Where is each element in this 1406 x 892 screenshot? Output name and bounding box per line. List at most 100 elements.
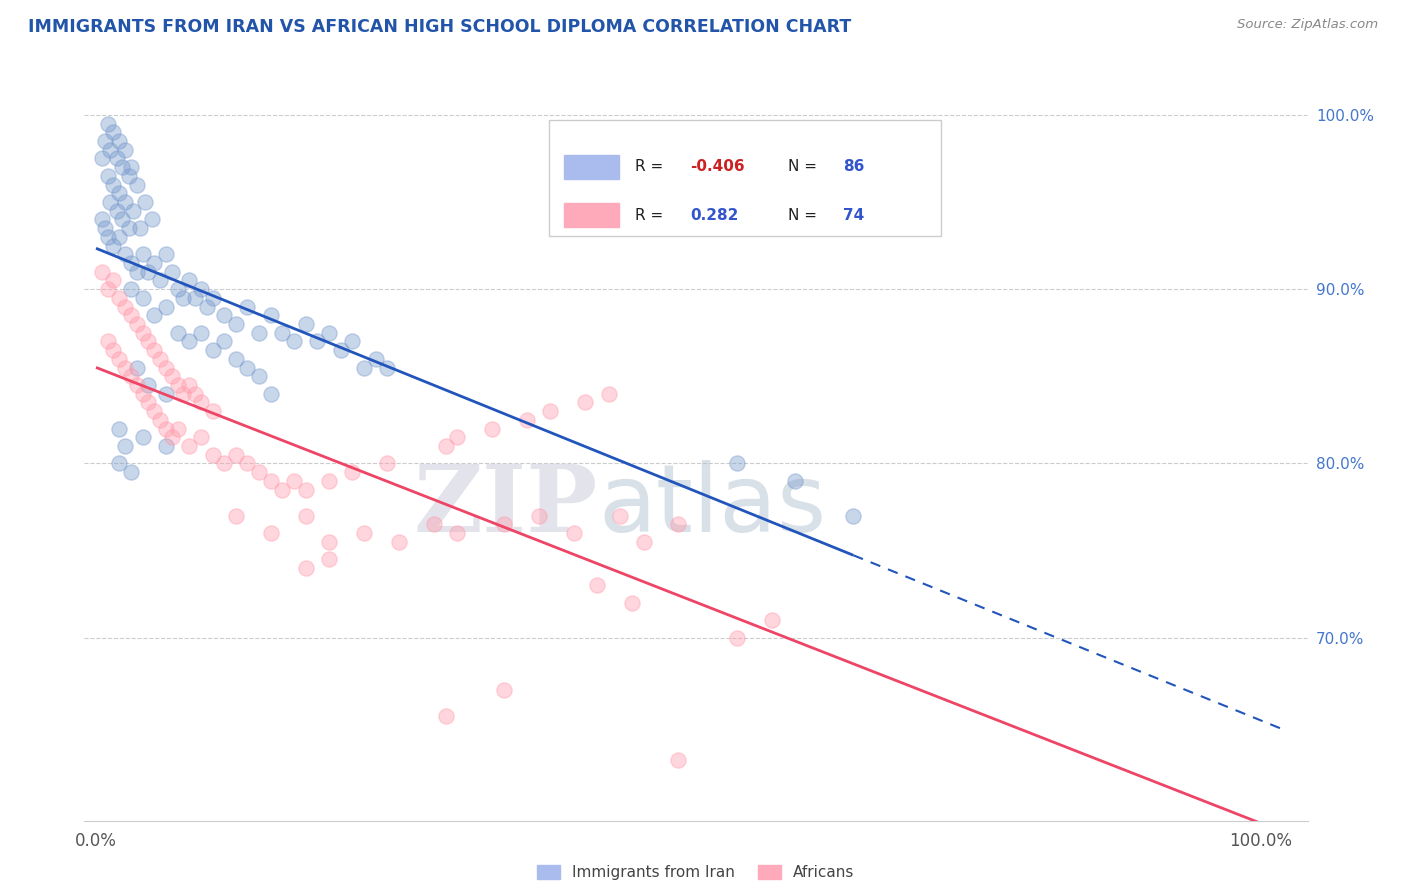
Point bbox=[166, 378, 188, 392]
Point bbox=[155, 439, 177, 453]
Point bbox=[247, 326, 270, 340]
Point bbox=[155, 360, 177, 375]
Text: atlas: atlas bbox=[598, 460, 827, 552]
Point bbox=[103, 178, 125, 192]
Point bbox=[117, 221, 139, 235]
Point bbox=[97, 282, 120, 296]
Text: R =: R = bbox=[636, 159, 668, 174]
Point bbox=[155, 247, 177, 261]
Point bbox=[98, 195, 121, 210]
Point bbox=[134, 195, 156, 210]
Point bbox=[166, 326, 188, 340]
Point bbox=[201, 291, 224, 305]
Point bbox=[201, 343, 224, 358]
Point bbox=[201, 404, 224, 418]
FancyBboxPatch shape bbox=[564, 154, 619, 178]
Point bbox=[236, 300, 259, 314]
Point bbox=[527, 508, 550, 523]
Point bbox=[114, 300, 136, 314]
Point bbox=[633, 534, 655, 549]
Point bbox=[423, 517, 446, 532]
Point bbox=[108, 291, 131, 305]
Point bbox=[131, 326, 153, 340]
Point bbox=[97, 230, 120, 244]
Point bbox=[761, 613, 783, 627]
Point bbox=[190, 430, 212, 444]
Point bbox=[94, 221, 117, 235]
Point bbox=[105, 203, 128, 218]
Text: N =: N = bbox=[787, 159, 821, 174]
Point bbox=[160, 265, 183, 279]
Point bbox=[353, 526, 375, 541]
Point bbox=[375, 457, 398, 471]
Point bbox=[247, 465, 270, 479]
Point bbox=[166, 282, 188, 296]
Point bbox=[190, 326, 212, 340]
Point bbox=[90, 152, 112, 166]
Point bbox=[131, 430, 153, 444]
Point bbox=[141, 212, 163, 227]
Point bbox=[166, 421, 188, 435]
Point bbox=[120, 308, 142, 322]
Point bbox=[90, 212, 112, 227]
Point bbox=[108, 230, 131, 244]
Point bbox=[97, 334, 120, 349]
Point bbox=[138, 378, 160, 392]
Point bbox=[783, 474, 806, 488]
Point bbox=[97, 169, 120, 183]
Point bbox=[149, 273, 172, 287]
Point bbox=[260, 526, 283, 541]
Point bbox=[318, 474, 340, 488]
Point bbox=[434, 439, 457, 453]
Text: R =: R = bbox=[636, 208, 673, 223]
Point bbox=[131, 247, 153, 261]
Point bbox=[212, 334, 235, 349]
Point bbox=[172, 386, 194, 401]
Point bbox=[143, 308, 166, 322]
Text: N =: N = bbox=[787, 208, 821, 223]
Point bbox=[184, 291, 207, 305]
Point bbox=[125, 178, 148, 192]
Point bbox=[179, 334, 201, 349]
Point bbox=[103, 273, 125, 287]
Point bbox=[129, 221, 152, 235]
Point bbox=[725, 631, 748, 645]
Point bbox=[160, 369, 183, 384]
Point bbox=[103, 125, 125, 139]
Point bbox=[155, 386, 177, 401]
FancyBboxPatch shape bbox=[550, 120, 941, 236]
Point bbox=[283, 334, 305, 349]
Point bbox=[125, 317, 148, 331]
Point bbox=[179, 378, 201, 392]
Point bbox=[225, 317, 247, 331]
Point bbox=[294, 483, 316, 497]
Point bbox=[283, 474, 305, 488]
Point bbox=[103, 238, 125, 252]
Point bbox=[90, 265, 112, 279]
Point bbox=[190, 395, 212, 409]
Point bbox=[120, 465, 142, 479]
Point bbox=[342, 334, 364, 349]
Point bbox=[143, 404, 166, 418]
Point bbox=[271, 483, 294, 497]
Point bbox=[98, 143, 121, 157]
Text: ZIP: ZIP bbox=[413, 461, 598, 551]
Point bbox=[143, 256, 166, 270]
Point bbox=[125, 378, 148, 392]
Point bbox=[668, 517, 690, 532]
Point bbox=[108, 134, 131, 148]
Point bbox=[149, 351, 172, 366]
Point bbox=[225, 351, 247, 366]
Point bbox=[138, 334, 160, 349]
Point bbox=[538, 404, 561, 418]
Point bbox=[260, 386, 283, 401]
Point bbox=[434, 709, 457, 723]
Point bbox=[307, 334, 329, 349]
Point bbox=[114, 360, 136, 375]
Point bbox=[108, 421, 131, 435]
Point bbox=[122, 203, 145, 218]
Point bbox=[318, 552, 340, 566]
Point bbox=[172, 291, 194, 305]
Point bbox=[105, 152, 128, 166]
Point bbox=[353, 360, 375, 375]
